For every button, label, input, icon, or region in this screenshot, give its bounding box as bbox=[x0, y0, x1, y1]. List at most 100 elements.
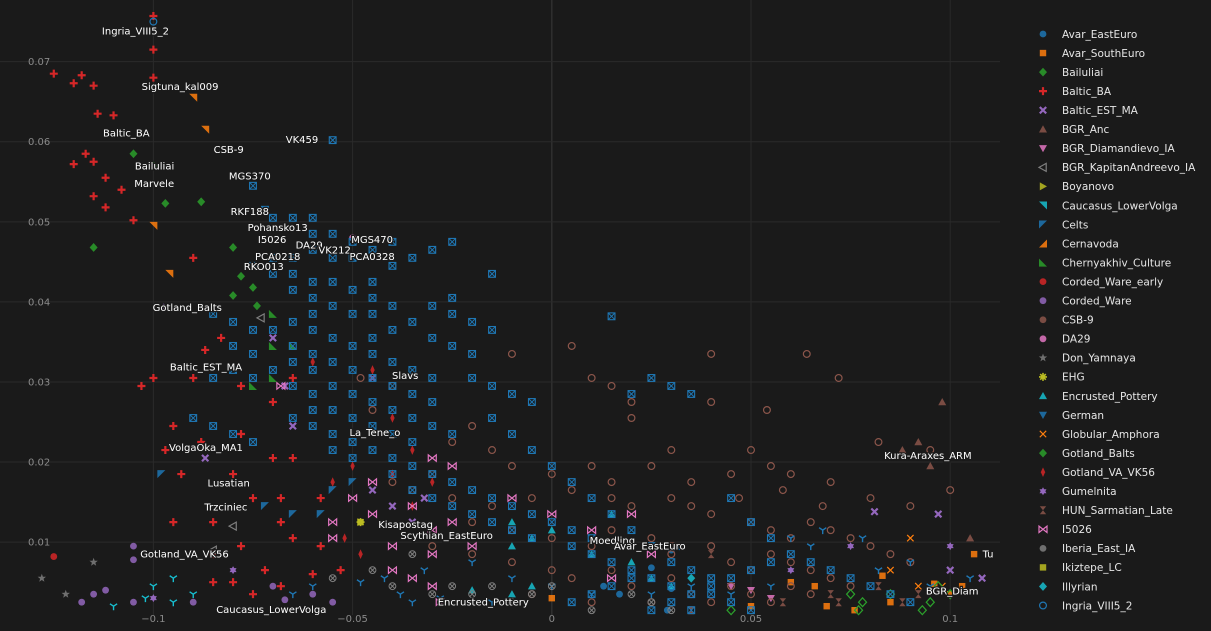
data-point bbox=[388, 478, 397, 487]
legend-label: Gotland_VA_VK56 bbox=[1062, 467, 1155, 479]
legend-item[interactable]: Ikiztepe_LC bbox=[1039, 562, 1122, 574]
series-slavs-eu bbox=[189, 136, 915, 615]
data-point bbox=[448, 430, 457, 438]
data-point bbox=[548, 594, 555, 602]
data-point bbox=[945, 588, 956, 600]
data-point bbox=[308, 277, 317, 286]
legend-item[interactable]: DA29 bbox=[1039, 334, 1091, 346]
data-point bbox=[906, 534, 914, 542]
point-label: Avar_EastEuro bbox=[614, 542, 686, 553]
data-point bbox=[627, 526, 636, 535]
data-point bbox=[328, 486, 337, 495]
data-point bbox=[707, 510, 716, 519]
data-point bbox=[348, 438, 357, 446]
legend-item[interactable]: Celts bbox=[1039, 219, 1088, 231]
data-point bbox=[607, 582, 616, 591]
data-point bbox=[328, 574, 337, 583]
legend-item[interactable]: Don_Yamnaya bbox=[1038, 353, 1136, 365]
legend-item[interactable]: BGR_Anc bbox=[1039, 124, 1110, 136]
legend-item[interactable]: BGR_KapitanAndreevo_IA bbox=[1037, 162, 1196, 174]
data-point bbox=[488, 494, 496, 503]
data-point bbox=[408, 366, 417, 374]
legend-item[interactable]: German bbox=[1039, 410, 1104, 422]
data-point bbox=[248, 381, 257, 390]
y-tick-label: 0.02 bbox=[28, 458, 50, 469]
legend-item[interactable]: Avar_EastEuro bbox=[1039, 29, 1138, 41]
legend-item[interactable]: CSB-9 bbox=[1039, 315, 1094, 327]
data-point bbox=[237, 542, 246, 551]
data-point bbox=[288, 213, 297, 222]
data-point bbox=[380, 575, 389, 583]
data-point bbox=[149, 594, 157, 603]
data-point bbox=[288, 253, 297, 262]
legend-item[interactable]: Baltic_BA bbox=[1039, 86, 1112, 98]
x-tick-label: −0.1 bbox=[141, 614, 165, 625]
data-point bbox=[627, 566, 636, 575]
data-point bbox=[707, 590, 716, 599]
legend-label: Ikiztepe_LC bbox=[1062, 562, 1122, 574]
legend-label: Ingria_VIII5_2 bbox=[1062, 600, 1132, 612]
data-point bbox=[268, 333, 277, 342]
data-point bbox=[207, 545, 217, 556]
data-point bbox=[508, 502, 516, 511]
data-point bbox=[488, 502, 497, 511]
data-point bbox=[885, 588, 896, 600]
data-point bbox=[766, 462, 775, 471]
data-point bbox=[227, 521, 237, 532]
data-point bbox=[428, 422, 437, 430]
point-label: Pohansko13 bbox=[248, 223, 308, 234]
legend-label: Bailuliai bbox=[1062, 67, 1103, 79]
data-point bbox=[846, 574, 855, 583]
data-point bbox=[348, 478, 357, 487]
series-gotland-balts bbox=[726, 580, 956, 616]
legend-item[interactable]: BGR_Diamandievo_IA bbox=[1039, 143, 1175, 155]
data-point bbox=[288, 269, 297, 278]
data-point bbox=[886, 566, 895, 574]
legend-item[interactable]: Avar_SouthEuro bbox=[1039, 48, 1145, 60]
data-point bbox=[667, 558, 676, 567]
legend-item[interactable]: Corded_Ware_early bbox=[1039, 276, 1164, 288]
legend-item[interactable]: Caucasus_LowerVolga bbox=[1039, 200, 1178, 212]
data-point bbox=[169, 575, 178, 583]
legend-item[interactable]: HUN_Sarmatian_Late bbox=[1039, 505, 1173, 517]
legend-label: Cernavoda bbox=[1062, 238, 1119, 250]
data-point bbox=[906, 559, 915, 567]
legend-item[interactable]: Iberia_East_IA bbox=[1039, 543, 1137, 555]
legend-item[interactable]: Baltic_EST_MA bbox=[1039, 105, 1139, 117]
legend-item[interactable]: Encrusted_Pottery bbox=[1039, 391, 1158, 403]
data-point bbox=[370, 365, 375, 375]
legend-label: Avar_EastEuro bbox=[1062, 29, 1137, 41]
data-point bbox=[348, 366, 357, 374]
data-point bbox=[468, 486, 477, 495]
data-point bbox=[388, 430, 397, 438]
data-point bbox=[137, 381, 146, 390]
legend-item[interactable]: I5026 bbox=[1038, 524, 1092, 536]
legend-item[interactable]: Chernyakhiv_Culture bbox=[1039, 257, 1171, 269]
legend-label: Baltic_EST_MA bbox=[1062, 105, 1139, 117]
legend-item[interactable]: Corded_Ware bbox=[1039, 296, 1132, 308]
data-point bbox=[567, 526, 576, 535]
legend-item[interactable]: Gotland_VA_VK56 bbox=[1040, 467, 1155, 479]
legend-item[interactable]: Ingria_VIII5_2 bbox=[1038, 600, 1133, 612]
legend-item[interactable]: EHG bbox=[1039, 372, 1085, 384]
y-tick-label: 0.01 bbox=[28, 538, 50, 549]
data-point bbox=[587, 525, 597, 535]
data-point bbox=[647, 606, 656, 615]
data-point bbox=[527, 446, 536, 454]
data-points bbox=[37, 12, 987, 616]
legend-item[interactable]: Bailuliai bbox=[1039, 67, 1103, 79]
data-point bbox=[407, 573, 417, 583]
data-point bbox=[527, 494, 536, 503]
legend-item[interactable]: Illyrian bbox=[1039, 581, 1097, 593]
data-point bbox=[248, 283, 257, 292]
series-caucasus-lowervolga bbox=[109, 575, 198, 611]
data-point bbox=[420, 567, 429, 575]
legend-item[interactable]: Globular_Amphora bbox=[1039, 429, 1160, 441]
data-point bbox=[109, 111, 118, 120]
legend-item[interactable]: Cernavoda bbox=[1039, 238, 1119, 250]
data-point bbox=[342, 533, 347, 543]
data-point bbox=[388, 237, 397, 246]
legend-item[interactable]: Boyanovo bbox=[1039, 181, 1114, 193]
legend-item[interactable]: Gumelnita bbox=[1039, 486, 1117, 498]
legend-item[interactable]: Gotland_Balts bbox=[1039, 448, 1135, 460]
